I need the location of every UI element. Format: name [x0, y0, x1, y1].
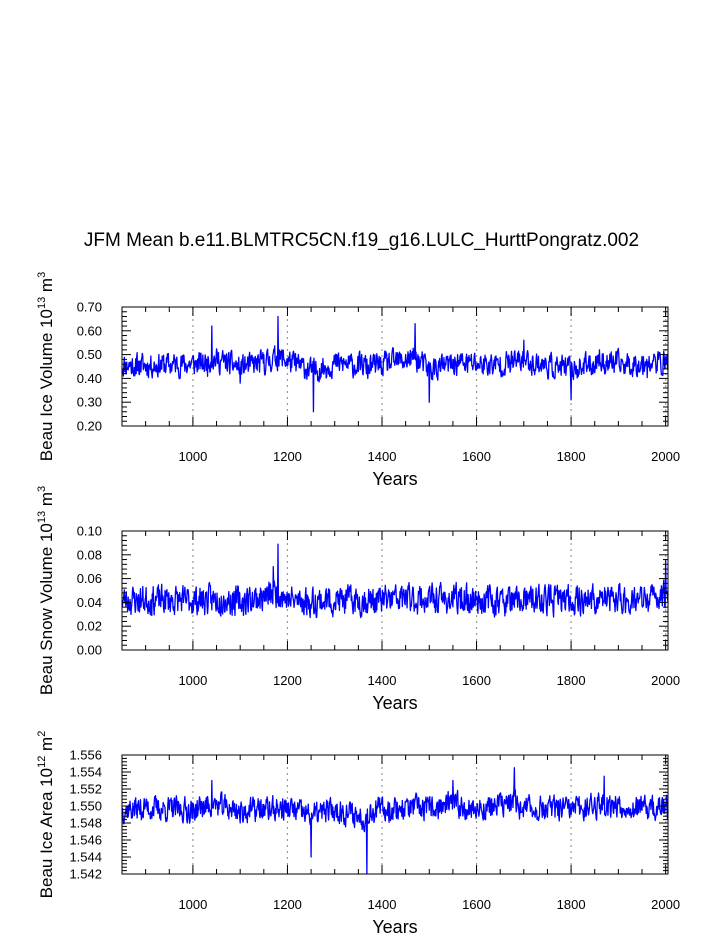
series-line — [121, 767, 669, 875]
x-tick-label: 1600 — [462, 897, 491, 912]
y-tick-label: 1.546 — [69, 833, 102, 848]
x-tick-label: 2000 — [651, 897, 680, 912]
chart-panel-ice-area: 1000 1200 1400 1600 1800 2000 1.542 1.544 1.546 1… — [36, 731, 680, 935]
x-tick-label: 1200 — [273, 897, 302, 912]
figure-title: JFM Mean b.e11.BLMTRC5CN.f19_g16.LULC_Hu… — [83, 230, 640, 251]
plot-frame — [121, 754, 669, 875]
y-tick-label: 1.556 — [69, 748, 102, 763]
y-axis-label-part: m — [37, 278, 56, 297]
y-tick-label: 0.70 — [77, 300, 102, 315]
y-axis-label-part: m — [37, 737, 56, 756]
chart-panel-ice-volume: 1000 1200 1400 1600 1800 2000 0.20 0.30 0.40 0.50… — [36, 272, 680, 489]
plot-frame — [121, 530, 669, 651]
x-tick-label: 1400 — [368, 449, 397, 464]
y-tick-label: 1.548 — [69, 816, 102, 831]
x-tick-label: 1000 — [178, 449, 207, 464]
x-tick-label: 1000 — [178, 673, 207, 688]
y-tick-label: 1.554 — [69, 765, 102, 780]
x-tick-label: 1200 — [273, 673, 302, 688]
y-tick-label: 0.50 — [77, 347, 102, 362]
y-tick-label: 0.06 — [77, 571, 102, 586]
y-tick-label: 1.544 — [69, 850, 102, 865]
x-axis-label: Years — [372, 469, 417, 489]
x-tick-label: 1400 — [368, 673, 397, 688]
y-tick-label: 1.550 — [69, 799, 102, 814]
x-axis-label: Years — [372, 693, 417, 713]
y-tick-label: 0.40 — [77, 371, 102, 386]
y-axis-label-part: 3 — [36, 272, 48, 278]
y-axis-label-part: Beau Ice Area 10 — [37, 768, 56, 898]
series-line — [121, 543, 669, 619]
y-tick-label: 0.60 — [77, 323, 102, 338]
x-tick-label: 2000 — [651, 673, 680, 688]
y-tick-label: 0.08 — [77, 547, 102, 562]
y-axis-label-part: Beau Snow Volume 10 — [37, 523, 56, 695]
y-axis-label: Beau Ice Volume 1013 m3 — [36, 272, 56, 461]
y-axis-label-part: 3 — [36, 486, 48, 492]
x-axis-label: Years — [372, 917, 417, 935]
y-axis-label-part: 13 — [36, 511, 48, 523]
x-tick-label: 1800 — [557, 897, 586, 912]
y-axis-label-part: 2 — [36, 731, 48, 737]
y-axis-label-part: 13 — [36, 297, 48, 309]
chart-panel-snow-volume: 1000 1200 1400 1600 1800 2000 0.00 0.02 0.04 0.06… — [36, 486, 680, 713]
y-tick-label: 1.542 — [69, 867, 102, 882]
y-tick-label: 0.20 — [77, 419, 102, 434]
x-tick-label: 1000 — [178, 897, 207, 912]
x-tick-label: 2000 — [651, 449, 680, 464]
y-axis-label-part: Beau Ice Volume 10 — [37, 309, 56, 461]
x-tick-label: 1800 — [557, 673, 586, 688]
y-tick-label: 0.10 — [77, 524, 102, 539]
x-tick-label: 1400 — [368, 897, 397, 912]
x-tick-label: 1200 — [273, 449, 302, 464]
y-tick-label: 0.04 — [77, 595, 102, 610]
y-axis-label-part: m — [37, 492, 56, 511]
y-axis-label-part: 12 — [36, 756, 48, 768]
y-axis-label: Beau Ice Area 1012 m2 — [36, 731, 56, 899]
x-tick-label: 1600 — [462, 449, 491, 464]
y-tick-label: 1.552 — [69, 782, 102, 797]
x-tick-label: 1800 — [557, 449, 586, 464]
x-tick-label: 1600 — [462, 673, 491, 688]
y-tick-label: 0.00 — [77, 643, 102, 658]
y-tick-label: 0.30 — [77, 395, 102, 410]
series-line — [121, 315, 669, 413]
y-axis-label: Beau Snow Volume 1013 m3 — [36, 486, 56, 695]
plot-frame — [121, 306, 669, 427]
y-tick-label: 0.02 — [77, 619, 102, 634]
